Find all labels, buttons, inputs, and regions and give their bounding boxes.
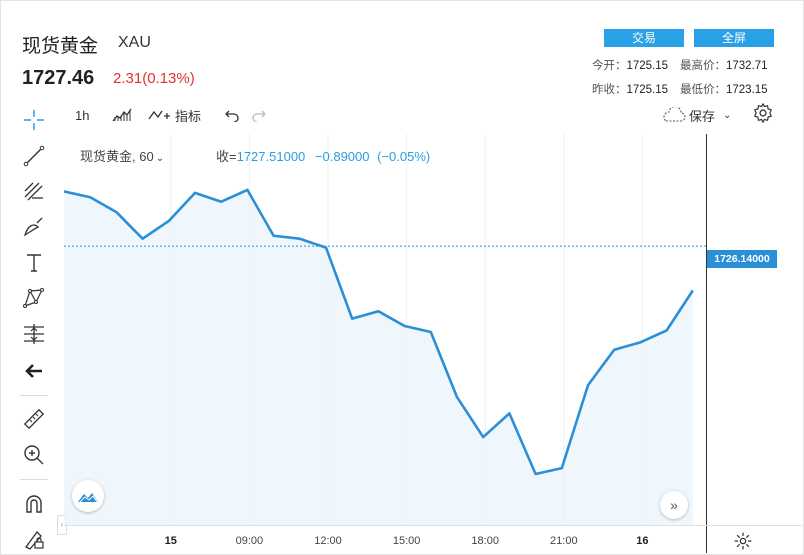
toolbar-divider [20,479,48,480]
chevron-down-icon: ⌄ [155,153,165,164]
back-arrow-icon[interactable] [21,358,47,384]
axis-settings-gear-icon[interactable] [733,531,753,551]
open-value: 1725.15 [626,60,669,72]
trade-button[interactable]: 交易 [604,29,684,47]
chevron-down-icon[interactable]: ⌄ [723,109,732,121]
settings-gear-icon[interactable] [752,103,774,123]
low-value: 1723.15 [726,84,768,96]
change-value: −0.89000 [314,149,370,164]
chart-type-icon[interactable] [112,105,132,125]
scroll-to-realtime-button[interactable]: » [660,491,688,519]
logo-button[interactable] [72,480,104,512]
high-value: 1732.71 [726,60,768,72]
fullscreen-button[interactable]: 全屏 [694,29,774,47]
close-value: 1727.51000 [236,149,306,164]
open-label: 今开： [592,60,627,72]
close-label: 收= [216,149,237,164]
brush-icon[interactable] [21,214,47,240]
ruler-icon[interactable] [21,406,47,432]
prev-close-value: 1725.15 [626,84,669,96]
trend-line-icon[interactable] [21,143,47,169]
text-tool-icon[interactable] [21,250,47,276]
save-button[interactable]: 保存 ⌄ [660,105,731,125]
indicators-icon [148,110,170,120]
time-axis-tick-label: 15:00 [392,535,421,547]
low-label: 最低价： [680,84,726,96]
low-stat: 最低价：1723.15 [680,81,768,97]
lock-drawing-icon[interactable] [21,526,47,552]
current-price: 1727.46 [22,67,95,89]
interval-selector[interactable]: 1h [75,107,90,123]
open-stat: 今开：1725.15 [592,57,668,73]
toolbar-divider [20,395,48,396]
time-axis-tick-label: 21:00 [550,535,578,547]
redo-icon[interactable] [252,105,266,125]
time-axis-tick-label: 09:00 [235,535,264,547]
price-change: 2.31(0.13%) [113,70,195,87]
price-line [64,188,694,476]
undo-icon[interactable] [225,105,239,125]
time-axis-tick-label: 15 [164,535,177,547]
time-axis-tick-label: 12:00 [314,535,342,547]
crosshair-icon[interactable] [21,107,47,133]
series-name-label: 现货黄金, 60 [80,149,154,164]
save-label: 保存 [689,108,716,124]
high-stat: 最高价：1732.71 [680,57,768,73]
indicators-button[interactable]: 指标 [148,105,201,125]
cloud-icon [663,107,686,122]
instrument-symbol: XAU [118,34,151,51]
fib-tool-icon[interactable] [21,178,47,204]
magnet-icon[interactable] [21,491,47,517]
prediction-icon[interactable] [21,321,47,347]
time-axis-tick-label: 16 [636,535,649,547]
prev-close-stat: 昨收：1725.15 [592,81,668,97]
chart-series-name[interactable]: 现货黄金, 60 ⌄ [80,146,164,165]
chart-ohlc-readout: 收=1727.51000 −0.89000 (−0.05%) [216,146,430,165]
time-axis-border [64,525,802,526]
instrument-title: 现货黄金 [22,36,99,57]
time-axis[interactable]: 15 09:00 12:00 15:00 18:00 21:00 16 [64,526,706,554]
zoom-in-icon[interactable] [21,442,47,468]
change-percent: (−0.05%) [377,149,431,164]
last-price-tag: 1726.14000 [707,250,777,268]
logo-icon [78,493,98,503]
price-chart[interactable] [64,134,706,526]
indicators-label: 指标 [175,108,202,124]
pattern-icon[interactable] [21,285,47,311]
price-area [64,189,693,526]
price-axis-border [706,134,707,553]
time-axis-tick-label: 18:00 [471,535,499,547]
prev-close-label: 昨收： [592,84,627,96]
high-label: 最高价： [680,60,726,72]
